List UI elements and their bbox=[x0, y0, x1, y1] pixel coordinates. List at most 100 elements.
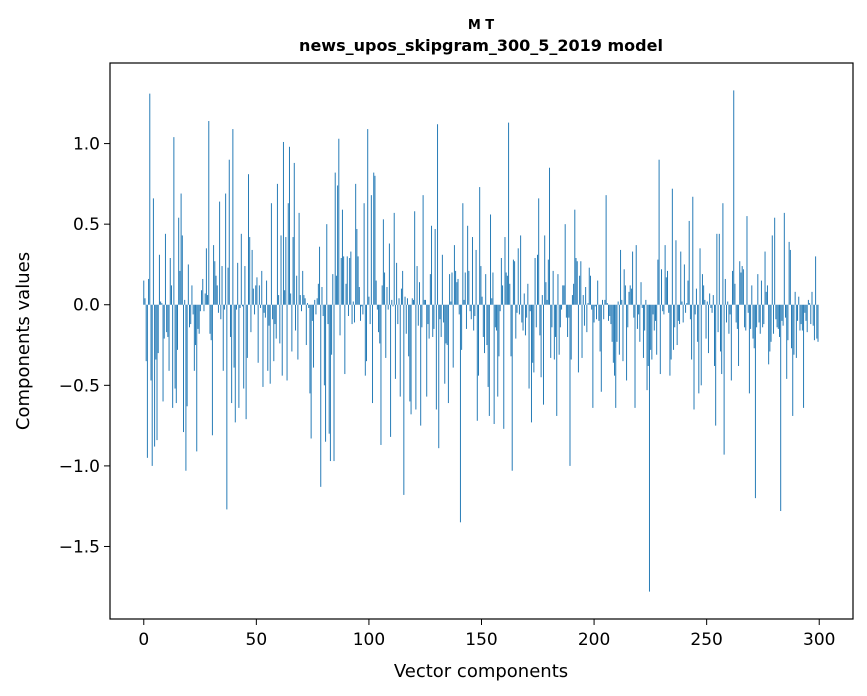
bar bbox=[392, 304, 394, 307]
bar bbox=[669, 304, 671, 376]
bar bbox=[528, 304, 530, 389]
bar bbox=[414, 211, 416, 305]
bar bbox=[255, 285, 257, 305]
bar bbox=[788, 241, 790, 305]
bar bbox=[274, 304, 276, 325]
bar bbox=[367, 129, 369, 305]
x-tick-label: 300 bbox=[803, 630, 835, 650]
bar bbox=[605, 195, 607, 305]
bar bbox=[815, 256, 817, 305]
bar bbox=[374, 175, 376, 305]
bar bbox=[593, 304, 595, 323]
bar bbox=[158, 254, 160, 305]
bar bbox=[514, 261, 516, 305]
bar bbox=[474, 304, 476, 317]
bar bbox=[546, 299, 548, 305]
bar bbox=[272, 304, 274, 320]
bar bbox=[704, 299, 706, 305]
bar bbox=[441, 254, 443, 305]
bar bbox=[618, 304, 620, 355]
bar bbox=[288, 146, 290, 305]
y-tick-label: 0.5 bbox=[73, 215, 100, 235]
bar bbox=[663, 304, 665, 315]
bar bbox=[352, 301, 354, 305]
bar bbox=[791, 304, 793, 349]
bar bbox=[185, 304, 187, 471]
bar bbox=[320, 304, 322, 487]
bar bbox=[739, 261, 741, 305]
bar bbox=[653, 304, 655, 331]
bar bbox=[467, 225, 469, 305]
bar bbox=[777, 304, 779, 329]
bar bbox=[214, 261, 216, 305]
bar bbox=[393, 212, 395, 305]
bar bbox=[736, 304, 738, 329]
bar bbox=[476, 304, 478, 421]
bar bbox=[161, 303, 163, 305]
bar bbox=[417, 304, 419, 326]
bar bbox=[715, 304, 717, 426]
bar bbox=[599, 304, 601, 352]
bar bbox=[410, 304, 412, 415]
bar bbox=[155, 304, 157, 360]
bar bbox=[600, 304, 602, 392]
bar bbox=[674, 304, 676, 328]
bar bbox=[257, 304, 259, 363]
bar bbox=[496, 304, 498, 331]
bar bbox=[580, 261, 582, 305]
bar bbox=[369, 304, 371, 325]
bar bbox=[399, 304, 401, 397]
bar bbox=[757, 274, 759, 305]
bar bbox=[426, 304, 428, 397]
bar bbox=[662, 304, 664, 312]
bar bbox=[420, 304, 422, 426]
bar bbox=[295, 304, 296, 331]
bar bbox=[310, 304, 312, 439]
bar bbox=[177, 304, 178, 350]
bar bbox=[162, 304, 164, 402]
bar bbox=[211, 304, 213, 436]
bar bbox=[714, 304, 715, 366]
bar bbox=[707, 304, 709, 354]
bar bbox=[166, 304, 168, 333]
bar bbox=[346, 256, 348, 305]
bar bbox=[508, 122, 510, 305]
bar bbox=[331, 304, 333, 355]
bar bbox=[151, 304, 153, 466]
bar bbox=[549, 167, 551, 305]
bar bbox=[308, 304, 310, 308]
bar bbox=[245, 304, 247, 420]
bar bbox=[555, 304, 557, 337]
bar bbox=[771, 235, 773, 305]
bar bbox=[251, 249, 253, 305]
bar bbox=[720, 304, 721, 352]
bar bbox=[769, 304, 771, 352]
bar bbox=[262, 304, 264, 387]
bar bbox=[384, 272, 386, 305]
bar bbox=[270, 203, 272, 305]
bar bbox=[168, 304, 170, 371]
bar bbox=[190, 304, 192, 325]
bar bbox=[238, 304, 240, 408]
bar bbox=[366, 304, 367, 362]
bar bbox=[455, 270, 457, 305]
bar bbox=[592, 304, 594, 408]
bar bbox=[811, 291, 813, 305]
bar bbox=[276, 183, 278, 305]
bar bbox=[807, 299, 809, 305]
bar bbox=[750, 304, 752, 329]
bar bbox=[671, 188, 673, 305]
bar bbox=[758, 304, 760, 323]
bar bbox=[701, 274, 703, 305]
bar bbox=[248, 174, 249, 305]
bar bbox=[623, 269, 625, 305]
bar bbox=[400, 288, 402, 305]
bar bbox=[683, 264, 685, 305]
x-tick-label: 200 bbox=[578, 630, 610, 650]
bar bbox=[500, 258, 502, 305]
bar bbox=[641, 304, 643, 308]
bar bbox=[810, 304, 812, 325]
bar bbox=[529, 304, 531, 312]
bar bbox=[282, 141, 284, 305]
